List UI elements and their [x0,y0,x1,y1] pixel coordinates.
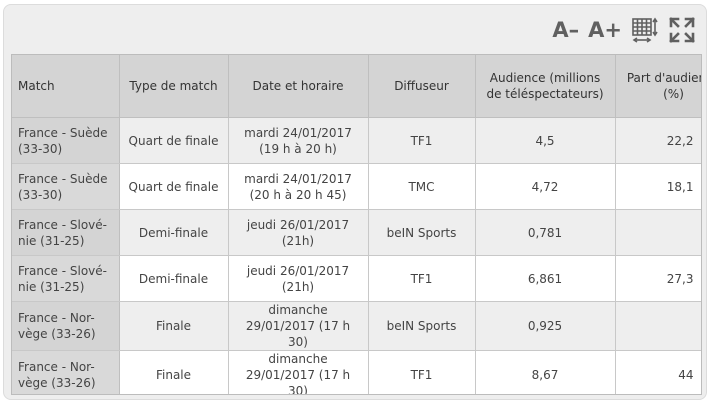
cell-type: Demi-finale [119,209,229,256]
table-row: France - Suède (33-30) Quart de finale m… [12,117,701,164]
cell-broadcaster: beIN Sports [368,209,476,256]
column-header-share[interactable]: Part d'audience (%) [615,55,701,118]
table-resize-icon[interactable] [631,16,659,44]
cell-date: dimanche 29/01/2017 (17 h 30) [228,350,369,394]
column-header-broadcaster[interactable]: Diffuseur [368,55,476,118]
cell-share [615,301,701,351]
fullscreen-icon[interactable] [668,16,696,44]
cell-audience: 4,72 [475,163,616,210]
cell-type: Quart de finale [119,117,229,164]
table-row: France - Nor-vège (33-26) Finale dimanch… [12,350,701,394]
cell-type: Quart de finale [119,163,229,210]
cell-broadcaster: TMC [368,163,476,210]
cell-match: France - Slové-nie (31-25) [12,209,120,256]
cell-type: Finale [119,301,229,351]
increase-font-button[interactable]: A+ [588,18,622,42]
cell-match: France - Suède (33-30) [12,163,120,210]
column-header-type[interactable]: Type de match [119,55,229,118]
column-header-audience[interactable]: Audience (millions de téléspectateurs) [475,55,616,118]
table-row: France - Slové-nie (31-25) Demi-finale j… [12,255,701,302]
cell-match: France - Slové-nie (31-25) [12,255,120,302]
table-toolbar: A– A+ [552,15,696,45]
table-row: France - Nor-vège (33-26) Finale dimanch… [12,301,701,351]
table-row: France - Suède (33-30) Quart de finale m… [12,163,701,210]
cell-share: 44 [615,350,701,394]
table-header-row: Match Type de match Date et horaire Diff… [12,55,701,118]
cell-date: mardi 24/01/2017 (19 h à 20 h) [228,117,369,164]
cell-date: dimanche 29/01/2017 (17 h 30) [228,301,369,351]
table-widget: A– A+ [3,4,707,400]
data-table-container[interactable]: Match Type de match Date et horaire Diff… [11,54,702,395]
decrease-font-button[interactable]: A– [552,18,580,42]
cell-broadcaster: TF1 [368,350,476,394]
cell-date: jeudi 26/01/2017 (21h) [228,255,369,302]
cell-date: jeudi 26/01/2017 (21h) [228,209,369,256]
cell-share: 27,3 [615,255,701,302]
cell-broadcaster: TF1 [368,255,476,302]
table-row: France - Slové-nie (31-25) Demi-finale j… [12,209,701,256]
cell-share [615,209,701,256]
cell-match: France - Suède (33-30) [12,117,120,164]
cell-match: France - Nor-vège (33-26) [12,350,120,394]
cell-audience: 0,781 [475,209,616,256]
cell-match: France - Nor-vège (33-26) [12,301,120,351]
cell-audience: 0,925 [475,301,616,351]
audience-table: Match Type de match Date et horaire Diff… [12,55,701,394]
cell-share: 18,1 [615,163,701,210]
column-header-match[interactable]: Match [12,55,120,118]
cell-audience: 8,67 [475,350,616,394]
column-header-date[interactable]: Date et horaire [228,55,369,118]
cell-share: 22,2 [615,117,701,164]
cell-audience: 6,861 [475,255,616,302]
cell-date: mardi 24/01/2017 (20 h à 20 h 45) [228,163,369,210]
cell-broadcaster: TF1 [368,117,476,164]
cell-audience: 4,5 [475,117,616,164]
cell-type: Demi-finale [119,255,229,302]
cell-type: Finale [119,350,229,394]
cell-broadcaster: beIN Sports [368,301,476,351]
